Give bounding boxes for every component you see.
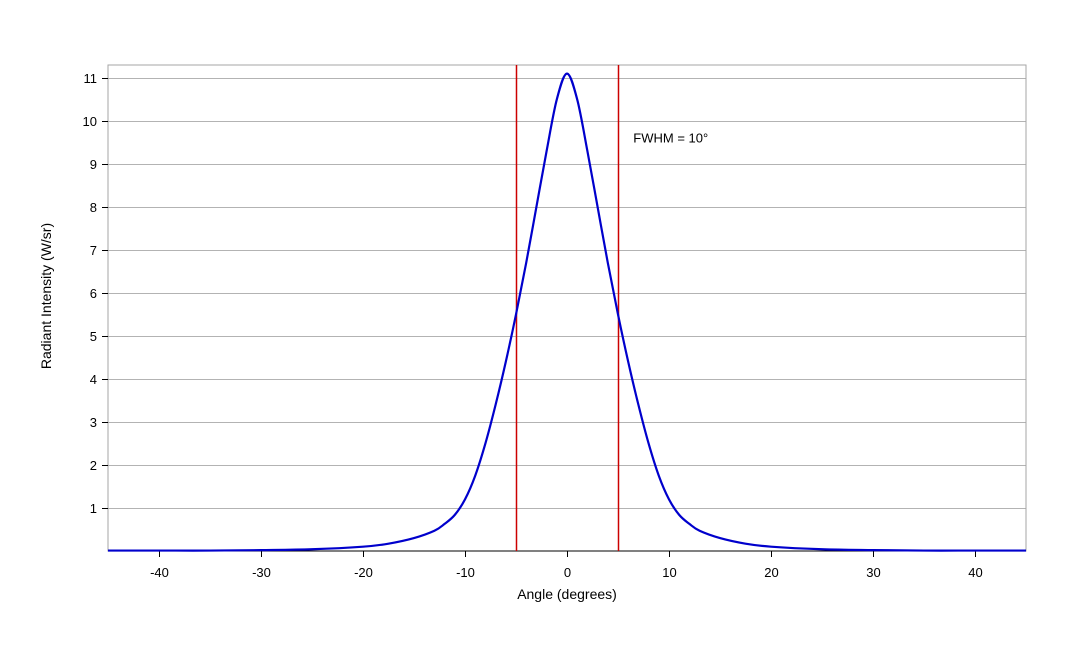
x-tick-label: -40 (150, 565, 169, 580)
y-axis-ticks: 1 2 3 4 5 6 7 8 9 10 11 (83, 71, 108, 516)
x-tick-label: -30 (252, 565, 271, 580)
series-line (107, 72, 1026, 552)
y-tick-label: 4 (90, 372, 97, 387)
y-tick-label: 11 (84, 71, 98, 86)
y-tick-label: 9 (90, 157, 97, 172)
y-tick-label: 2 (90, 458, 97, 473)
y-tick-label: 10 (83, 114, 97, 129)
y-tick-label: 1 (90, 501, 97, 516)
x-tick-label: 30 (866, 565, 880, 580)
x-tick-label: -10 (456, 565, 475, 580)
y-tick-label: 7 (90, 243, 97, 258)
fwhm-annotation: FWHM = 10° (633, 130, 708, 145)
x-tick-label: 10 (662, 565, 676, 580)
x-tick-label: 40 (968, 565, 982, 580)
x-tick-label: -20 (354, 565, 373, 580)
x-tick-label: 0 (564, 565, 571, 580)
grid-lines (108, 78, 1026, 509)
y-tick-label: 5 (90, 329, 97, 344)
plot-area-background (108, 65, 1026, 551)
series-layer (107, 72, 1026, 552)
y-tick-label: 8 (90, 200, 97, 215)
x-tick-label: 20 (764, 565, 778, 580)
y-axis-title: Radiant Intensity (W/sr) (38, 223, 54, 369)
annotations: FWHM = 10° (633, 130, 708, 145)
y-tick-label: 6 (90, 286, 97, 301)
x-axis-title: Angle (degrees) (517, 586, 617, 602)
x-axis-ticks: -40 -30 -20 -10 0 10 20 30 40 (150, 551, 983, 580)
y-tick-label: 3 (90, 415, 97, 430)
